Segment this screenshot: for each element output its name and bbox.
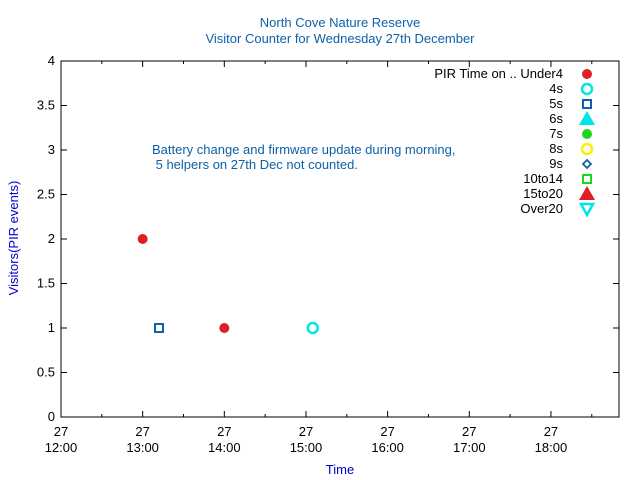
legend-marker: [582, 174, 592, 184]
legend-label: 4s: [549, 81, 563, 96]
x-tick-time-label: 14:00: [208, 440, 241, 455]
legend-label: 7s: [549, 126, 563, 141]
x-tick-time-label: 13:00: [126, 440, 159, 455]
data-point-under4: [219, 323, 230, 333]
annotation-line-1: Battery change and firmware update durin…: [152, 142, 456, 157]
x-tick-day-label: 27: [380, 424, 394, 439]
annotation-line-2: 5 helpers on 27th Dec not counted.: [152, 157, 358, 172]
legend-label: 6s: [549, 111, 563, 126]
legend-marker: [579, 186, 595, 200]
legend-label: 15to20: [523, 186, 563, 201]
legend-label: PIR Time on .. Under4: [434, 66, 563, 81]
x-tick-time-label: 15:00: [290, 440, 323, 455]
legend-label: 10to14: [523, 171, 563, 186]
y-tick-label: 0.5: [37, 365, 55, 380]
legend-marker: [580, 142, 594, 156]
y-tick-label: 3.5: [37, 98, 55, 113]
x-tick-time-label: 17:00: [453, 440, 486, 455]
y-tick-label: 4: [48, 53, 55, 68]
legend-label: 5s: [549, 96, 563, 111]
legend-label: Over20: [520, 201, 563, 216]
plot-area: 00.511.522.533.542712:002713:002714:0027…: [37, 53, 620, 455]
y-tick-label: 3: [48, 142, 55, 157]
x-tick-day-label: 27: [54, 424, 68, 439]
x-tick-day-label: 27: [217, 424, 231, 439]
legend-label: 8s: [549, 141, 563, 156]
legend-marker: [580, 82, 594, 96]
chart-title: North Cove Nature Reserve: [260, 15, 420, 30]
y-axis-label: Visitors(PIR events): [6, 181, 21, 296]
data-point-5s: [153, 323, 164, 333]
y-tick-label: 1.5: [37, 276, 55, 291]
y-tick-label: 2.5: [37, 187, 55, 202]
legend-marker: [581, 158, 593, 170]
x-tick-day-label: 27: [544, 424, 558, 439]
x-axis-label: Time: [326, 462, 354, 477]
x-tick-time-label: 16:00: [371, 440, 404, 455]
y-tick-label: 2: [48, 231, 55, 246]
x-tick-time-label: 18:00: [535, 440, 568, 455]
annotation: Battery change and firmware update durin…: [152, 142, 459, 172]
legend-label: 9s: [549, 156, 563, 171]
y-tick-label: 0: [48, 409, 55, 424]
x-tick-day-label: 27: [135, 424, 149, 439]
legend-marker: [578, 202, 596, 218]
legend-marker: [582, 99, 592, 109]
y-tick-label: 1: [48, 320, 55, 335]
legend-marker: [579, 111, 595, 125]
data-point-4s: [306, 321, 320, 335]
legend: PIR Time on .. Under44s5s6s7s8s9s10to141…: [434, 66, 596, 218]
x-tick-day-label: 27: [299, 424, 313, 439]
data-point-under4: [137, 234, 148, 244]
chart-subtitle: Visitor Counter for Wednesday 27th Decem…: [205, 31, 475, 46]
legend-marker: [582, 69, 592, 79]
x-tick-day-label: 27: [462, 424, 476, 439]
legend-marker: [582, 129, 592, 139]
x-tick-time-label: 12:00: [45, 440, 78, 455]
